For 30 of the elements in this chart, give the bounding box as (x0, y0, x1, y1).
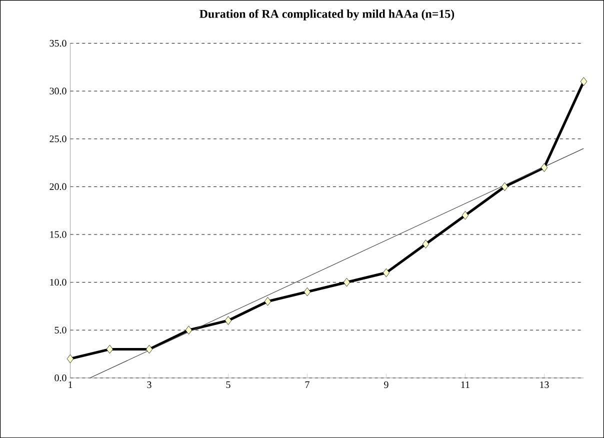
point (146, 344, 153, 354)
point (501, 182, 508, 191)
y-tick-label: 35.0 (50, 40, 66, 47)
point (224, 316, 232, 325)
point (304, 287, 311, 296)
chart-title: Duration of RA complicated by mild hAAa (n=15) (200, 9, 454, 20)
point (264, 296, 272, 306)
y-tick-label: 15.0 (50, 231, 66, 238)
x-tick-label: 1 (68, 381, 72, 388)
point (185, 326, 192, 334)
y-tick-label: 5.0 (54, 326, 66, 334)
y-tick-label: 0.0 (54, 374, 66, 382)
point (106, 344, 114, 354)
y-tick-label: 25.0 (50, 135, 66, 142)
x-tick-label: 11 (461, 381, 470, 388)
x-tick-label: 13 (540, 381, 549, 388)
point (66, 354, 74, 364)
y-tick-label: 20.0 (50, 183, 66, 190)
point (382, 268, 390, 278)
point (422, 240, 430, 248)
point (343, 278, 350, 287)
point (462, 210, 469, 220)
x-tick-label: 7 (305, 381, 310, 388)
x-tick-label: 3 (147, 381, 152, 388)
point (580, 77, 588, 86)
x-tick-label: 9 (384, 381, 388, 388)
point (540, 163, 548, 172)
y-tick-label: 30.0 (50, 88, 66, 94)
y-tick-label: 10.0 (50, 278, 66, 286)
x-tick-label: 5 (226, 381, 230, 388)
